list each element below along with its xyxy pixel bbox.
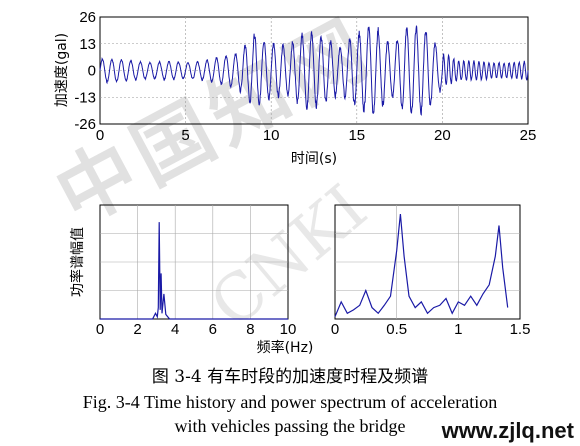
bottom-left-panel: 0 2 4 6 8 10 功率谱幅值 bbox=[69, 204, 297, 338]
bl-spectrum-line bbox=[100, 222, 288, 320]
top-y-tick-label: 26 bbox=[79, 9, 96, 26]
caption-en-line2: with vehicles passing the bridge bbox=[174, 416, 406, 436]
bl-x-tick-label: 6 bbox=[209, 321, 217, 338]
top-panel: 0 5 10 15 20 25 26 13 0 -13 -26 时间(s) 加速度(gal) bbox=[54, 9, 536, 167]
top-x-tick-label: 10 bbox=[263, 127, 280, 144]
top-y-label: 加速度(gal) bbox=[54, 33, 70, 107]
top-y-tick-label: 0 bbox=[88, 63, 96, 80]
br-x-tick-label: 0.5 bbox=[386, 321, 407, 338]
br-spectrum-line bbox=[334, 214, 509, 317]
top-y-tick-label: 13 bbox=[79, 36, 96, 53]
bottom-right-panel: 0 0.5 1 1.5 频率(Hz) bbox=[257, 204, 531, 356]
bl-x-tick-label: 2 bbox=[133, 321, 141, 338]
bl-grid bbox=[100, 205, 288, 319]
top-y-ticks: 26 13 0 -13 -26 bbox=[74, 9, 96, 133]
top-x-tick-label: 25 bbox=[520, 127, 537, 144]
bl-x-tick-label: 8 bbox=[246, 321, 254, 338]
caption-cn: 图 3-4 有车时段的加速度时程及频谱 bbox=[151, 367, 429, 387]
br-grid bbox=[335, 205, 520, 319]
top-x-tick-label: 20 bbox=[434, 127, 451, 144]
top-x-ticks: 0 5 10 15 20 25 bbox=[96, 127, 537, 144]
br-x-tick-label: 0 bbox=[331, 321, 339, 338]
br-x-label: 频率(Hz) bbox=[257, 339, 314, 356]
bl-x-tick-label: 0 bbox=[96, 321, 104, 338]
top-y-tick-label: -26 bbox=[74, 116, 96, 133]
bl-y-label: 功率谱幅值 bbox=[69, 227, 86, 297]
watermark-site: www.zjlq.net bbox=[441, 418, 574, 443]
top-x-tick-label: 0 bbox=[96, 127, 104, 144]
bl-x-tick-label: 10 bbox=[280, 321, 297, 338]
bl-x-tick-label: 4 bbox=[171, 321, 179, 338]
bl-x-ticks: 0 2 4 6 8 10 bbox=[96, 321, 297, 338]
br-x-tick-label: 1.5 bbox=[510, 321, 531, 338]
top-signal-line bbox=[99, 25, 529, 116]
top-x-tick-label: 5 bbox=[181, 127, 189, 144]
top-x-tick-label: 15 bbox=[348, 127, 365, 144]
top-x-label: 时间(s) bbox=[291, 151, 337, 167]
br-x-ticks: 0 0.5 1 1.5 bbox=[331, 321, 531, 338]
br-x-tick-label: 1 bbox=[454, 321, 462, 338]
caption-en-line1: Fig. 3-4 Time history and power spectrum… bbox=[82, 392, 498, 412]
top-y-tick-label: -13 bbox=[74, 89, 96, 106]
